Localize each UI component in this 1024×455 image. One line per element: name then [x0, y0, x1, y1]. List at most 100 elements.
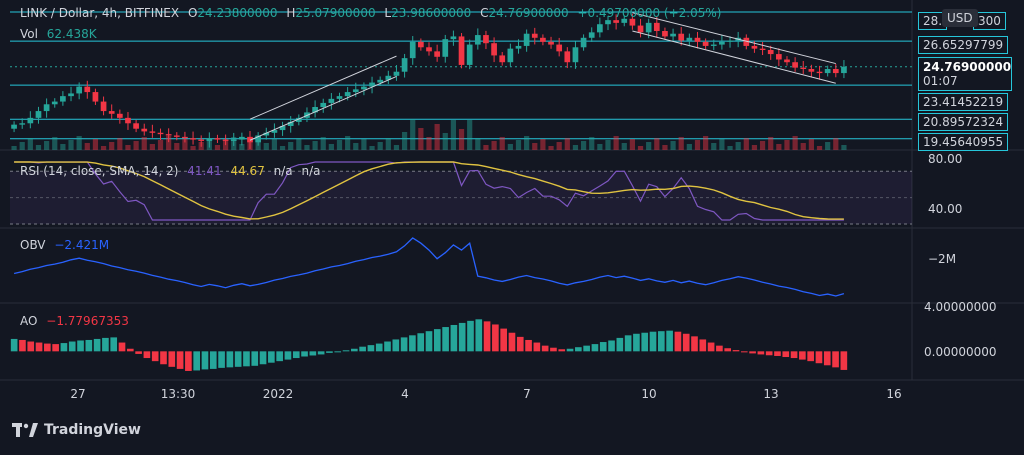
volume-bar — [76, 136, 82, 150]
volume-bar — [719, 139, 725, 150]
volume-bar — [629, 139, 636, 150]
candle-body — [149, 131, 156, 133]
currency-button[interactable]: USD — [942, 9, 978, 27]
candle-body — [35, 111, 42, 118]
ao-bar — [351, 348, 358, 352]
volume-bar — [711, 143, 717, 150]
candle-body — [686, 37, 693, 41]
ao-bar — [234, 351, 242, 367]
ao-label[interactable]: AO — [20, 314, 38, 328]
candle-body — [312, 107, 318, 113]
ao-bar — [666, 330, 673, 352]
ao-bar — [774, 351, 781, 356]
volume-bar — [182, 139, 188, 150]
ao-bar — [815, 351, 823, 364]
ao-bar — [649, 331, 657, 352]
volume-bar — [654, 138, 660, 150]
volume-bar — [11, 146, 17, 150]
candle-body — [841, 66, 847, 74]
ao-bar — [732, 350, 740, 352]
volume-bar — [288, 142, 294, 150]
rsi-axis-top: 80.00 — [928, 152, 963, 166]
ao-bar — [276, 351, 283, 362]
ao-bar — [259, 351, 267, 365]
low-value: 23.98600000 — [391, 6, 472, 20]
ao-bar — [151, 351, 159, 362]
candle-body — [84, 86, 91, 93]
time-axis-label: 16 — [886, 387, 902, 401]
candle-body — [613, 20, 619, 23]
candle-body — [361, 86, 367, 90]
volume-bar — [117, 138, 123, 150]
volume-bar — [279, 146, 286, 150]
volume-bar — [377, 142, 383, 150]
candle-body — [19, 123, 26, 125]
candle-body — [653, 22, 660, 31]
candle-body — [68, 93, 74, 97]
candle-body — [458, 36, 465, 65]
candle-countdown: 01:07 — [923, 74, 958, 88]
candle-body — [157, 132, 164, 135]
volume-bar — [401, 132, 408, 150]
obv-value: −2.421M — [54, 238, 110, 252]
candle-body — [60, 96, 66, 102]
ao-bar — [616, 337, 624, 352]
low-label: L — [384, 6, 392, 20]
candle-body — [540, 37, 546, 42]
volume-bar — [263, 143, 269, 150]
ao-bar — [550, 347, 557, 352]
volume-bar — [328, 144, 334, 150]
ao-bar — [334, 351, 342, 353]
ao-bar — [599, 342, 607, 352]
volume-bar — [133, 141, 139, 150]
ao-bar — [143, 351, 151, 359]
candle-body — [564, 51, 571, 63]
volume-bar — [442, 133, 448, 150]
candle-body — [588, 32, 595, 38]
volume-bar — [304, 145, 310, 150]
candle-body — [800, 67, 807, 69]
volume-bar — [320, 137, 326, 150]
candle-body — [637, 25, 644, 33]
ao-bar — [384, 341, 391, 352]
ao-bar — [799, 351, 806, 360]
volume-bar — [125, 145, 131, 150]
ao-bar — [591, 344, 599, 352]
ao-bar — [367, 345, 375, 352]
volume-bar — [784, 140, 790, 150]
ao-bar — [699, 339, 707, 352]
candle-body — [466, 44, 473, 65]
ao-bar — [392, 339, 400, 352]
volume-bar — [345, 136, 351, 150]
ao-bar — [268, 351, 275, 363]
candle-body — [824, 69, 831, 74]
ao-bar — [19, 339, 26, 352]
ao-bar — [185, 351, 192, 371]
ao-bar — [10, 338, 18, 352]
candle-body — [580, 37, 587, 48]
volume-bar — [385, 138, 391, 150]
ao-bar — [583, 345, 590, 352]
volume-bar — [792, 136, 798, 150]
ao-bar — [226, 351, 234, 368]
volume-bar — [353, 143, 359, 150]
ao-bar — [326, 351, 333, 353]
ao-bar — [508, 332, 516, 352]
obv-label[interactable]: OBV — [20, 238, 46, 252]
candle-body — [182, 136, 188, 139]
symbol-title[interactable]: LINK / Dollar, 4h, BITFINEX — [20, 6, 180, 20]
candle-body — [125, 117, 131, 124]
rsi-label[interactable]: RSI (14, close, SMA, 14, 2) — [20, 164, 179, 178]
candle-body — [426, 47, 432, 52]
volume-bar — [816, 146, 823, 150]
candle-body — [832, 69, 839, 74]
ao-bar — [27, 341, 35, 352]
volume-bar — [637, 146, 644, 150]
price-level-tag-4: 19.45640955 — [918, 133, 1009, 151]
candle-body — [767, 50, 774, 55]
ao-bar — [433, 329, 441, 352]
volume-bar — [499, 137, 505, 150]
main-pane-legend: LINK / Dollar, 4h, BITFINEX O24.23800000… — [20, 6, 726, 20]
